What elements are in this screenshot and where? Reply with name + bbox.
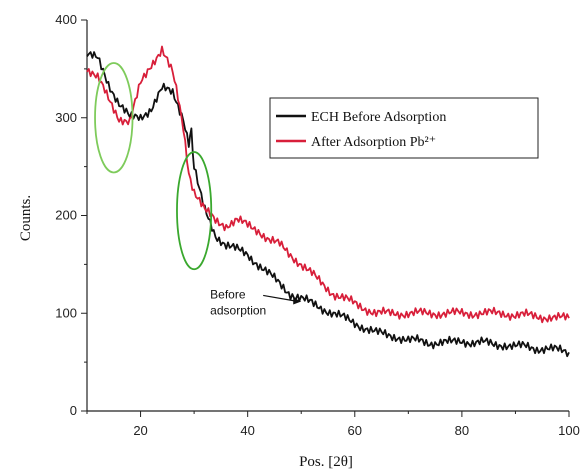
y-tick-label: 0 xyxy=(70,403,77,418)
x-tick-label: 40 xyxy=(240,423,254,438)
series-line-0 xyxy=(86,51,570,358)
y-tick-label: 400 xyxy=(55,12,77,27)
x-tick-label: 20 xyxy=(133,423,147,438)
legend-label-1: After Adsorption Pb²⁺ xyxy=(311,135,436,150)
annotation-text-line1: Before xyxy=(210,287,246,301)
y-tick-label: 300 xyxy=(55,110,77,125)
annotation-arrow-head xyxy=(293,297,302,305)
series-layer xyxy=(86,45,570,358)
legend-label-0: ECH Before Adsorption xyxy=(311,110,446,125)
x-tick-label: 100 xyxy=(558,423,580,438)
legend-box xyxy=(269,97,539,159)
x-tick-label: 60 xyxy=(348,423,362,438)
plot-area: 20 40 60 80 100 0 100 200 300 400 xyxy=(55,12,580,438)
legend: ECH Before Adsorption After Adsorption P… xyxy=(269,97,539,159)
series-line-1 xyxy=(86,45,570,324)
annotation-layer: Before adsorption xyxy=(94,62,302,317)
y-tick-label: 200 xyxy=(55,208,77,223)
y-tick-label: 100 xyxy=(55,305,77,320)
annotation-arrow-shaft xyxy=(263,294,296,302)
annotation-text-line2: adsorption xyxy=(210,303,266,317)
x-axis-title: Pos. [2θ] xyxy=(299,454,353,470)
x-tick-label: 80 xyxy=(455,423,469,438)
highlight-ellipse-2 xyxy=(176,151,213,271)
y-axis-title: Counts. xyxy=(18,195,34,241)
highlight-ellipse-1 xyxy=(94,62,134,174)
